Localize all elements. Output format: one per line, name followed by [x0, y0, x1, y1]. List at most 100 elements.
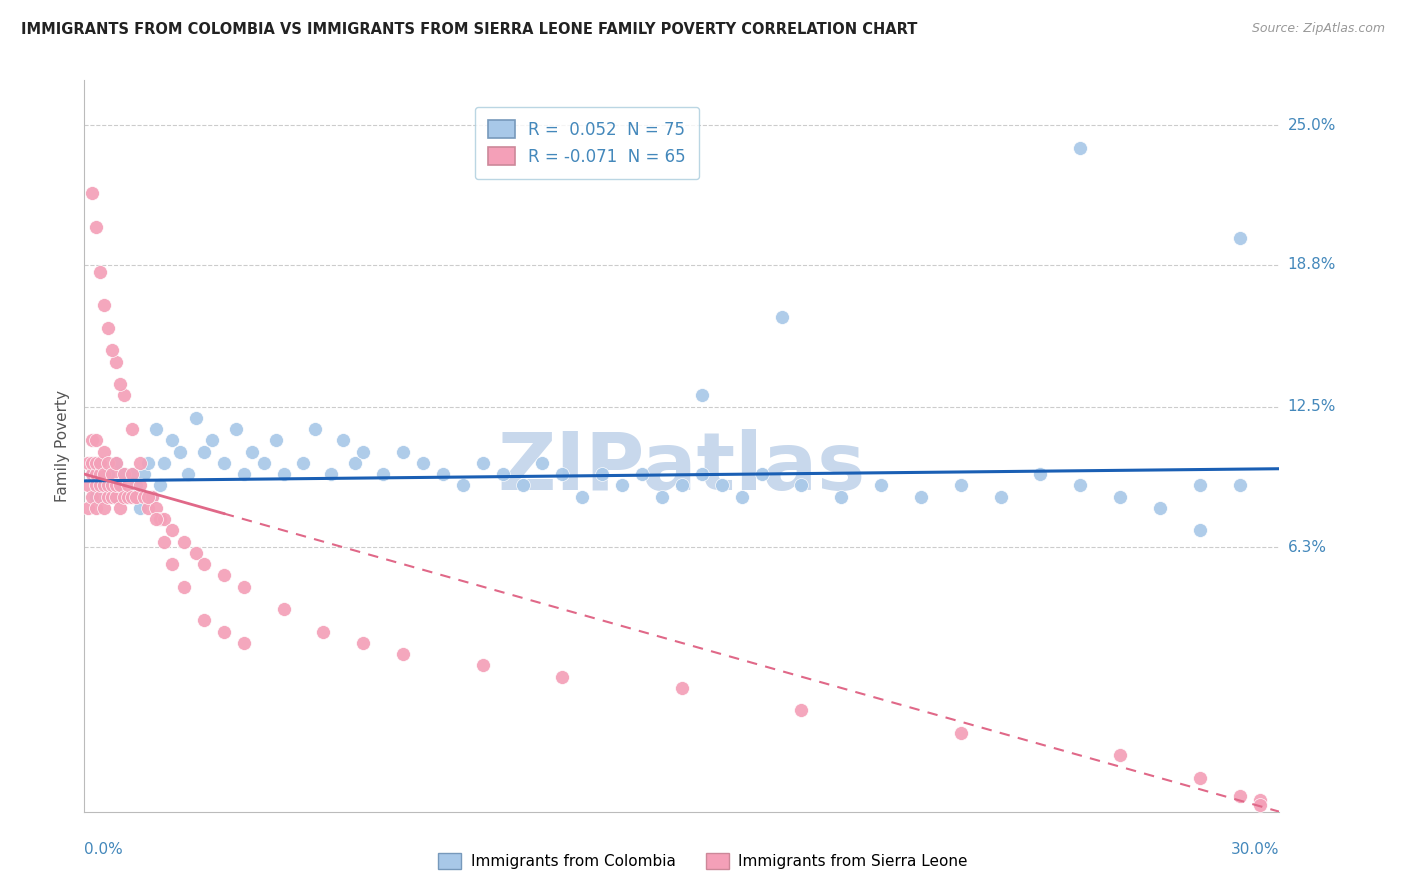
Point [110, 500, 132, 515]
Point [160, 557, 183, 571]
Point [1188, 524, 1211, 538]
Point [101, 467, 124, 482]
Point [89, 264, 111, 278]
Point [332, 434, 354, 448]
Point [132, 490, 156, 504]
Point [93, 444, 115, 458]
Point [86, 434, 108, 448]
Point [492, 467, 515, 482]
Point [129, 500, 152, 515]
Text: IMMIGRANTS FROM COLOMBIA VS IMMIGRANTS FROM SIERRA LEONE FAMILY POVERTY CORRELAT: IMMIGRANTS FROM COLOMBIA VS IMMIGRANTS F… [21, 22, 918, 37]
Point [232, 580, 254, 594]
Point [141, 490, 163, 504]
Point [105, 490, 128, 504]
Point [101, 478, 124, 492]
Point [451, 478, 474, 492]
Point [105, 456, 128, 470]
Point [212, 624, 235, 639]
Point [352, 636, 374, 650]
Point [86, 490, 108, 504]
Point [77, 456, 100, 470]
Point [253, 456, 276, 470]
Point [870, 478, 893, 492]
Point [304, 422, 326, 436]
Point [631, 467, 654, 482]
Point [117, 490, 139, 504]
Point [160, 524, 183, 538]
Point [149, 478, 172, 492]
Point [112, 490, 135, 504]
Point [97, 456, 120, 470]
Point [710, 478, 733, 492]
Text: 6.3%: 6.3% [1288, 540, 1327, 555]
Point [471, 456, 494, 470]
Point [177, 467, 200, 482]
Point [1229, 231, 1251, 245]
Point [1188, 478, 1211, 492]
Point [690, 467, 713, 482]
Legend: Immigrants from Colombia, Immigrants from Sierra Leone: Immigrants from Colombia, Immigrants fro… [432, 847, 974, 875]
Point [1249, 797, 1271, 812]
Point [93, 478, 115, 492]
Point [89, 456, 111, 470]
Point [89, 467, 111, 482]
Point [1109, 748, 1132, 763]
Point [232, 467, 254, 482]
Point [201, 434, 224, 448]
Point [1188, 771, 1211, 785]
Point [82, 467, 104, 482]
Point [86, 467, 108, 482]
Point [112, 467, 135, 482]
Point [105, 456, 128, 470]
Point [671, 681, 693, 695]
Text: 18.8%: 18.8% [1288, 257, 1336, 272]
Point [141, 490, 163, 504]
Point [136, 500, 159, 515]
Point [1229, 478, 1251, 492]
Point [77, 478, 100, 492]
Point [129, 478, 152, 492]
Point [145, 422, 167, 436]
Point [184, 546, 207, 560]
Point [89, 490, 111, 504]
Point [86, 478, 108, 492]
Point [264, 434, 287, 448]
Point [153, 534, 176, 549]
Point [82, 467, 104, 482]
Point [225, 422, 247, 436]
Point [949, 478, 972, 492]
Point [1149, 500, 1171, 515]
Point [112, 388, 135, 402]
Point [121, 467, 143, 482]
Point [671, 478, 693, 492]
Point [1069, 478, 1091, 492]
Point [232, 636, 254, 650]
Point [136, 490, 159, 504]
Point [184, 410, 207, 425]
Point [392, 444, 415, 458]
Point [101, 490, 124, 504]
Point [105, 478, 128, 492]
Point [110, 478, 132, 492]
Point [531, 456, 554, 470]
Point [312, 624, 335, 639]
Point [145, 512, 167, 526]
Legend: R =  0.052  N = 75, R = -0.071  N = 65: R = 0.052 N = 75, R = -0.071 N = 65 [475, 107, 699, 179]
Point [212, 568, 235, 582]
Point [240, 444, 263, 458]
Point [97, 478, 120, 492]
Point [193, 614, 215, 628]
Point [471, 658, 494, 673]
Point [193, 557, 215, 571]
Point [86, 500, 108, 515]
Text: Source: ZipAtlas.com: Source: ZipAtlas.com [1251, 22, 1385, 36]
Point [129, 456, 152, 470]
Point [121, 467, 143, 482]
Point [97, 490, 120, 504]
Point [512, 478, 534, 492]
Point [571, 490, 593, 504]
Point [121, 490, 143, 504]
Point [292, 456, 315, 470]
Point [273, 602, 295, 616]
Point [193, 444, 215, 458]
